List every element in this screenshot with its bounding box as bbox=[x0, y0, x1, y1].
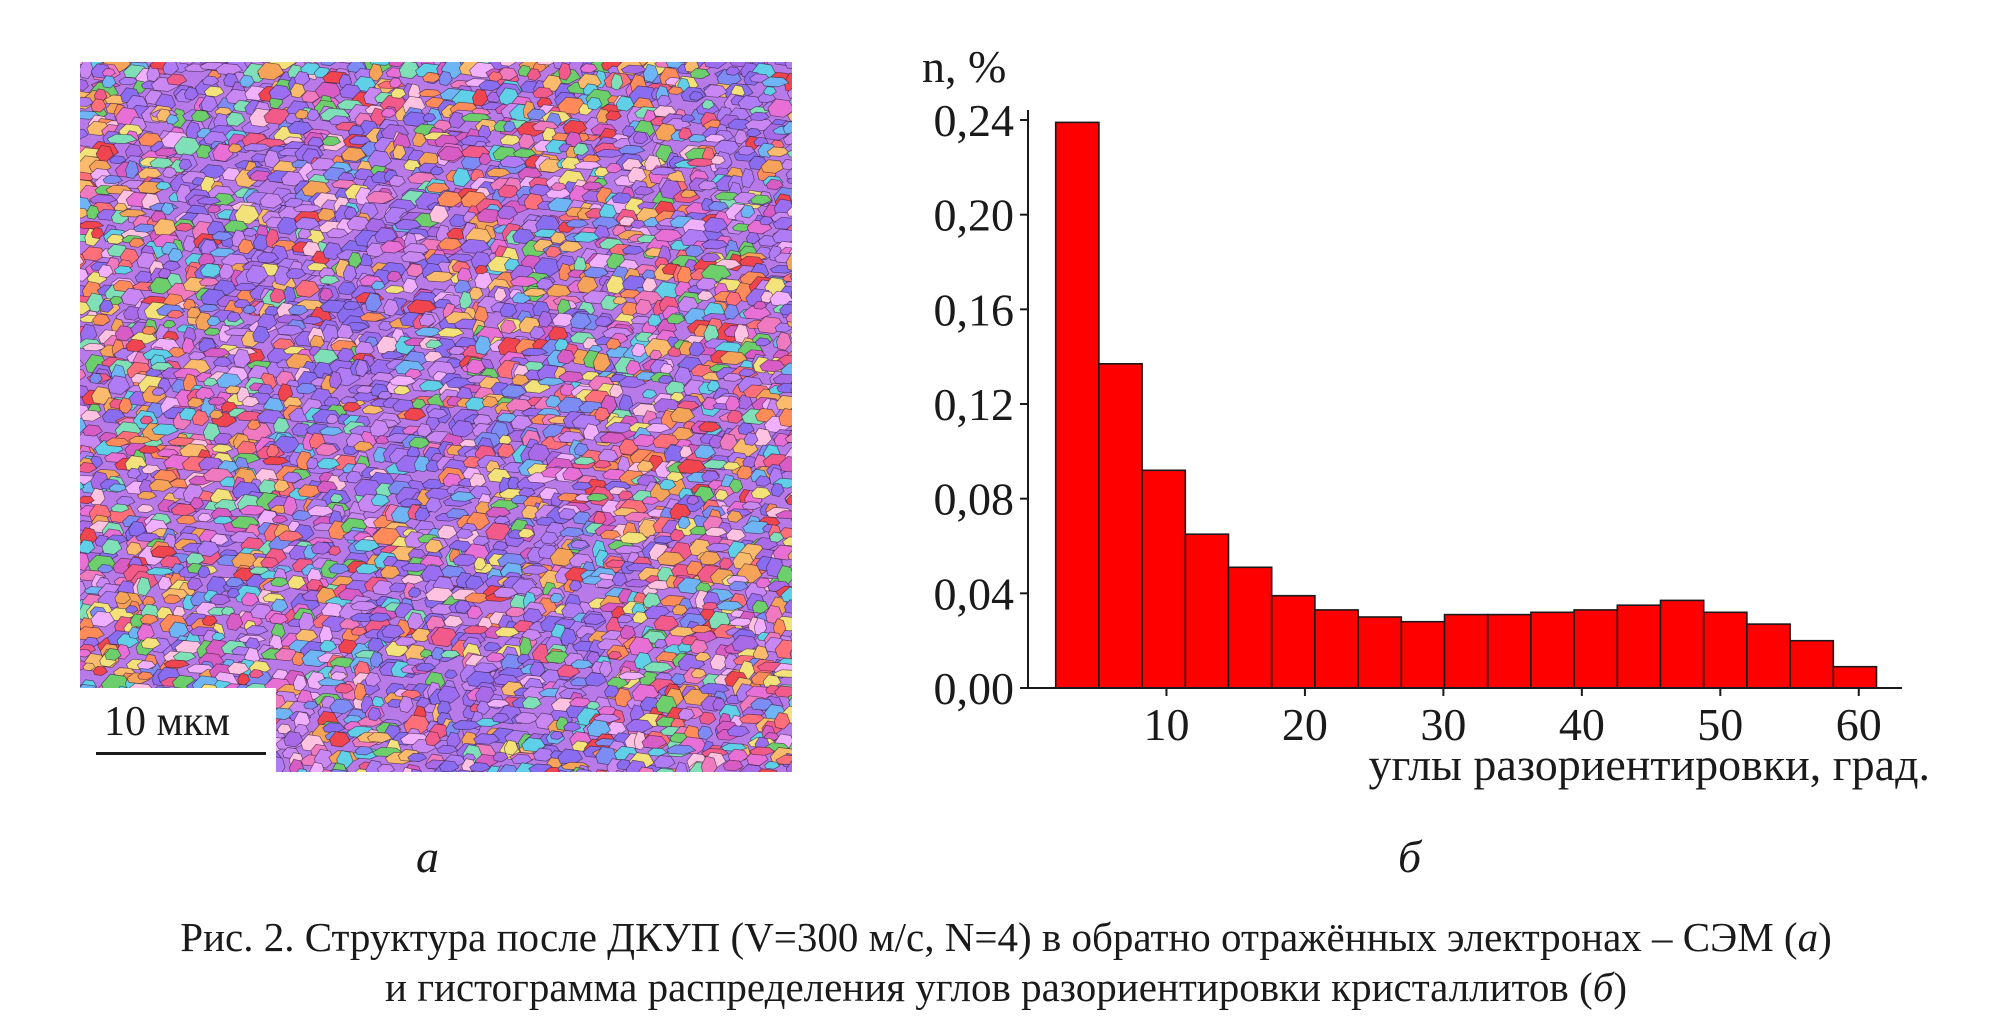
caption-line-2-text: и гистограмма распределения углов разори… bbox=[385, 964, 1593, 1010]
histogram-bar bbox=[1530, 611, 1575, 689]
histogram-bar bbox=[1184, 533, 1230, 689]
histogram-bar bbox=[1400, 620, 1446, 689]
caption-line-1-end: ) bbox=[1818, 914, 1832, 960]
y-tick-label: 0,16 bbox=[934, 284, 1015, 335]
ebsd-micrograph bbox=[80, 62, 792, 772]
histogram-bar bbox=[1616, 604, 1662, 689]
histogram-bar bbox=[1098, 362, 1143, 689]
scale-bar-background bbox=[80, 688, 276, 772]
scale-bar-line bbox=[96, 752, 266, 755]
y-tick-label: 0,00 bbox=[934, 663, 1015, 714]
x-tick-label: 30 bbox=[1420, 699, 1466, 750]
histogram-bar bbox=[1270, 594, 1316, 689]
x-tick-label: 20 bbox=[1282, 699, 1328, 750]
misorientation-histogram: 0,00 0,04 0,08 0,12 0,16 0,20 0,24 10 20 30 40 50 60… bbox=[922, 41, 1930, 790]
histogram-bar bbox=[1746, 623, 1791, 689]
histogram-bar bbox=[1486, 613, 1532, 689]
y-axis-title: n, % bbox=[922, 41, 1006, 92]
histogram-bar bbox=[1832, 665, 1878, 689]
histogram-bar bbox=[1702, 611, 1748, 689]
caption-line-2-end: ) bbox=[1613, 964, 1627, 1010]
y-tick-label: 0,04 bbox=[934, 568, 1015, 619]
panel-label-a: а bbox=[416, 831, 439, 882]
histogram-bar bbox=[1141, 469, 1187, 689]
caption-line-1-italic: а bbox=[1797, 914, 1819, 960]
panel-label-b: б bbox=[1398, 831, 1422, 882]
caption-line-1: Рис. 2. Структура после ДКУП (V=300 м/с,… bbox=[0, 912, 2012, 962]
y-tick-label: 0,20 bbox=[934, 190, 1015, 241]
ebsd-mosaic bbox=[80, 62, 792, 772]
histogram-bar bbox=[1314, 609, 1359, 689]
scale-bar-label: 10 мкм bbox=[104, 699, 231, 745]
caption-line-2-italic: б bbox=[1592, 964, 1614, 1010]
histogram-bar bbox=[1573, 609, 1619, 689]
histogram-bar bbox=[1659, 599, 1705, 689]
y-tick-label: 0,08 bbox=[934, 474, 1015, 525]
y-tick-label: 0,12 bbox=[934, 379, 1015, 430]
histogram-bar bbox=[1054, 121, 1100, 689]
caption-line-2: и гистограмма распределения углов разори… bbox=[0, 962, 2012, 1012]
x-tick-label: 50 bbox=[1697, 699, 1743, 750]
x-tick-label: 10 bbox=[1143, 699, 1189, 750]
x-tick-label: 60 bbox=[1836, 699, 1882, 750]
figure-caption: Рис. 2. Структура после ДКУП (V=300 м/с,… bbox=[0, 912, 2012, 1012]
histogram-bar bbox=[1789, 639, 1835, 689]
histogram-bar bbox=[1227, 566, 1273, 689]
y-tick-label: 0,24 bbox=[934, 95, 1015, 146]
caption-line-1-text: Рис. 2. Структура после ДКУП (V=300 м/с,… bbox=[180, 914, 1798, 960]
x-axis-title: углы разориентировки, град. bbox=[1369, 739, 1930, 790]
histogram-bar bbox=[1357, 616, 1403, 689]
x-tick-label: 40 bbox=[1559, 699, 1605, 750]
histogram-bar bbox=[1443, 613, 1489, 689]
